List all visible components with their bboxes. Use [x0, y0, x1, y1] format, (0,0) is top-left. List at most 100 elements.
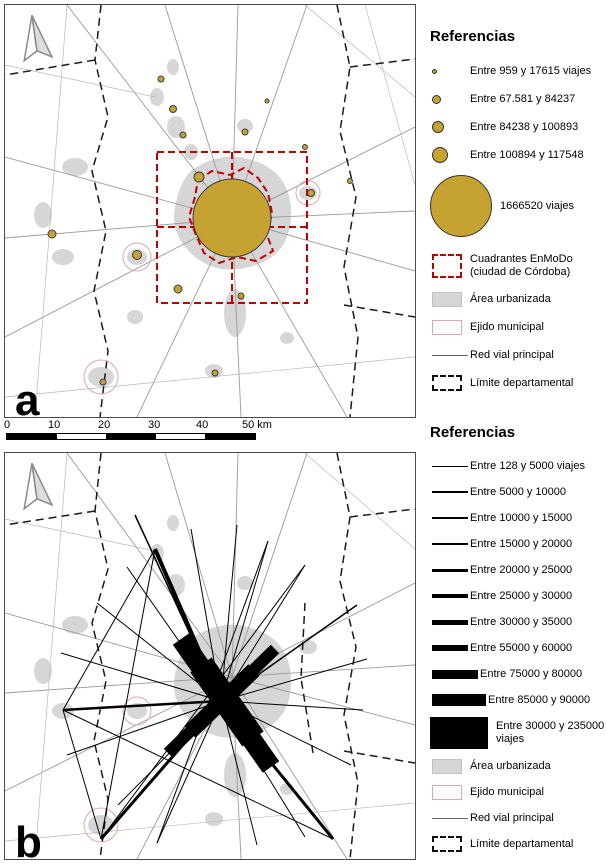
scale-bar-labels: 0 10 20 30 40 50 km	[4, 419, 306, 432]
symbol-shape	[432, 517, 468, 519]
flow-lines-layer	[60, 514, 368, 846]
legend-item-road: Red vial principal	[430, 341, 606, 369]
legend-item-road: Red vial principal	[430, 805, 606, 831]
flow-line-symbol	[430, 568, 470, 572]
roads-layer	[5, 5, 415, 417]
symbol-shape	[432, 817, 468, 819]
legend-item: Entre 67.581 y 84237	[430, 85, 606, 113]
flow-line-symbol	[430, 619, 470, 625]
circle-symbol	[430, 147, 470, 163]
legend-item: Entre 75000 y 80000	[430, 661, 606, 687]
legend-item-label: Cuadrantes EnMoDo (ciudad de Córdoba)	[470, 253, 573, 278]
scale-segment	[56, 434, 107, 439]
symbol-shape	[432, 491, 468, 493]
legend-item-cuadrantes: Cuadrantes EnMoDo (ciudad de Córdoba)	[430, 247, 606, 285]
symbol-shape	[432, 619, 468, 625]
legend-item: Entre 10000 y 15000	[430, 505, 606, 531]
symbol-shape	[432, 836, 462, 852]
scale-segment	[106, 434, 156, 439]
north-arrow-icon	[23, 462, 54, 511]
symbol-shape	[432, 758, 462, 774]
legend-item-label: Área urbanizada	[470, 292, 551, 305]
legend-item: Entre 15000 y 20000	[430, 531, 606, 557]
legend-item-label: Área urbanizada	[470, 759, 551, 772]
legend-item-label: Entre 959 y 17615 viajes	[470, 64, 592, 77]
symbol-shape	[432, 291, 462, 307]
legend-item: Entre 100894 y 117548	[430, 141, 606, 169]
symbol-shape	[432, 465, 468, 467]
flow-line-symbol	[430, 465, 470, 467]
scale-bar-segments	[6, 433, 256, 440]
north-arrow-icon	[23, 14, 54, 63]
legend-item-label: Entre 25000 y 30000	[470, 589, 573, 602]
scale-segment	[7, 434, 57, 439]
legend-item: Entre 84238 y 100893	[430, 113, 606, 141]
legend-item-label: Ejido municipal	[470, 785, 544, 798]
panel-b-letter: b	[15, 817, 42, 864]
legend-item-label: Red vial principal	[470, 811, 554, 824]
big-circle-symbol	[430, 175, 492, 237]
circle-symbol	[430, 121, 470, 133]
legend-item-label: Entre 15000 y 20000	[470, 537, 573, 550]
legend-item-label: Ejido municipal	[470, 320, 544, 333]
legend-item-label: Entre 67.581 y 84237	[470, 92, 576, 105]
legend-item: Entre 85000 y 90000	[430, 687, 606, 713]
legend-item-label: Entre 128 y 5000 viajes	[470, 459, 585, 472]
symbol-shape	[432, 121, 444, 133]
symbol-shape	[432, 784, 462, 800]
legend-item-ejido: Ejido municipal	[430, 779, 606, 805]
symbol-shape	[432, 669, 478, 679]
department-boundary-layer	[5, 453, 415, 859]
symbol-shape	[432, 319, 462, 335]
flow-line-symbol	[430, 517, 470, 519]
urban-area-symbol	[430, 758, 470, 774]
scale-tick-label: 50 km	[242, 419, 272, 431]
flow-line-symbol	[430, 645, 470, 651]
legend-panel-b: Referencias Entre 128 y 5000 viajes Entr…	[430, 424, 606, 857]
trip-circles-layer	[47, 75, 353, 386]
scale-tick-label: 10	[48, 419, 61, 431]
legend-item: Entre 25000 y 30000	[430, 583, 606, 609]
legend-item-label: Límite departamental	[470, 837, 574, 850]
panel-a-letter: a	[15, 375, 40, 425]
symbol-shape	[432, 594, 468, 598]
legend-item-label: Entre 84238 y 100893	[470, 120, 579, 133]
symbol-shape	[432, 375, 462, 391]
legend-item-label: 1666520 viajes	[500, 199, 575, 212]
legend-item: Entre 5000 y 10000	[430, 479, 606, 505]
legend-item: Entre 55000 y 60000	[430, 635, 606, 661]
symbol-shape	[432, 542, 468, 546]
legend-item-urban: Área urbanizada	[430, 753, 606, 779]
scale-segment	[205, 434, 255, 439]
ejido-layer	[83, 696, 152, 843]
legend-item: Entre 128 y 5000 viajes	[430, 453, 606, 479]
legend-a-title: Referencias	[430, 28, 516, 45]
legend-item-block: Entre 30000 y 235000 viajes	[430, 713, 606, 753]
department-boundary-layer	[5, 5, 415, 417]
symbol-shape	[432, 147, 448, 163]
circle-symbol	[430, 94, 470, 104]
map-panel-a: a	[4, 4, 416, 425]
legend-panel-a: Referencias Entre 959 y 17615 viajes Ent…	[430, 28, 606, 397]
legend-item-label: Entre 30000 y 235000 viajes	[496, 720, 605, 745]
scale-tick-label: 20	[98, 419, 111, 431]
urban-area-symbol	[430, 291, 470, 307]
legend-item: Entre 30000 y 35000	[430, 609, 606, 635]
legend-item-label: Entre 10000 y 15000	[470, 511, 573, 524]
enmodo-grid-layer	[156, 151, 308, 304]
legend-item-label: Límite departamental	[470, 376, 574, 389]
legend-item-limite: Límite departamental	[430, 369, 606, 397]
legend-b-title: Referencias	[430, 424, 516, 441]
symbol-shape	[432, 568, 468, 572]
scale-bar: 0 10 20 30 40 50 km	[4, 419, 306, 447]
flow-line-symbol	[430, 669, 480, 679]
map-panel-b: b	[4, 452, 416, 864]
circle-symbol-small	[430, 68, 470, 74]
flow-line-symbol	[430, 594, 470, 598]
legend-item-label: Red vial principal	[470, 348, 554, 361]
department-boundary-symbol	[430, 836, 470, 852]
scale-segment	[155, 434, 206, 439]
ejido-symbol	[430, 784, 470, 800]
map-a-svg	[5, 5, 415, 417]
